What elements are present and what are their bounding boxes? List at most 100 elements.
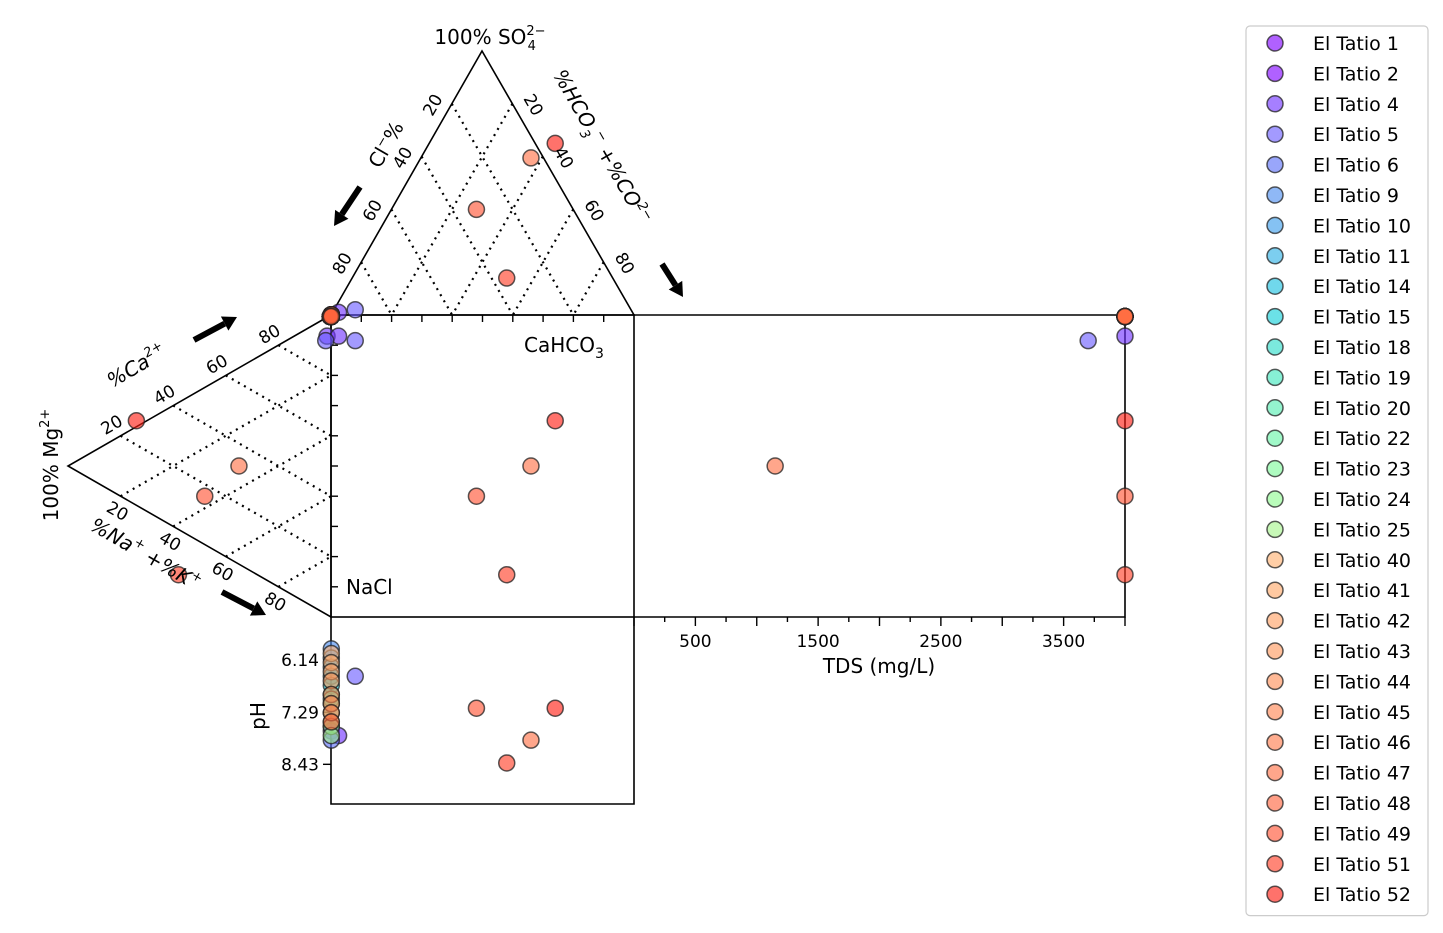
left-apex-label: 100% Mg2+: [38, 409, 63, 522]
legend-marker: [1266, 824, 1284, 843]
anion-gridline: [451, 156, 544, 316]
cation-gridline: [277, 555, 332, 588]
legend-label: El Tatio 52: [1313, 884, 1411, 906]
legend-label: El Tatio 20: [1313, 398, 1411, 420]
legend-label: El Tatio 18: [1313, 337, 1411, 359]
central-square: [330, 314, 635, 618]
tds-tick-label: 1500: [796, 632, 839, 652]
cl-direction-arrow-head: [334, 209, 349, 226]
legend-label: El Tatio 9: [1313, 185, 1399, 207]
nak-direction-arrow-head: [249, 601, 266, 616]
legend-label: El Tatio 49: [1313, 823, 1411, 845]
direction-arrows: [192, 185, 683, 616]
axis-ticks: [323, 315, 1126, 766]
ph-point: [322, 713, 341, 731]
legend-label: El Tatio 41: [1313, 580, 1411, 602]
square-point: [467, 487, 486, 505]
legend-label: El Tatio 40: [1313, 550, 1411, 572]
square-point: [497, 565, 516, 584]
anion-triangle-point: [497, 269, 516, 287]
cl-direction-arrow-shaft: [339, 185, 363, 217]
legend-marker: [1266, 733, 1284, 751]
legend-marker: [1266, 581, 1284, 599]
legend-label: El Tatio 22: [1313, 428, 1411, 450]
tds-point: [1116, 327, 1134, 345]
legend-label: El Tatio 1: [1313, 33, 1399, 55]
cation-triangle-point: [196, 487, 214, 505]
ph-tick-label: 6.14: [281, 651, 319, 671]
tds-tick-label: 3500: [1042, 632, 1085, 652]
square-point: [322, 307, 341, 326]
anion-triangle-point: [467, 200, 486, 219]
ca-direction-arrow-shaft: [192, 320, 227, 343]
legend-marker: [1266, 34, 1284, 52]
ph-tick-label: 8.43: [281, 755, 319, 775]
nak-tick-label: 60: [208, 558, 237, 586]
legend-marker: [1266, 611, 1284, 630]
top-apex-label: 100% SO2− 4: [434, 24, 545, 54]
tds-tick-label: 500: [679, 632, 711, 652]
ph-point: [546, 699, 564, 717]
legend-marker: [1266, 247, 1284, 265]
legend-marker: [1266, 368, 1284, 387]
anion-triangle-point: [522, 149, 540, 167]
legend-label: El Tatio 45: [1313, 702, 1411, 724]
legend-marker: [1266, 429, 1284, 447]
ph-tick-label: 7.29: [281, 703, 319, 723]
hco3-direction-arrow-shaft: [659, 262, 679, 287]
anion-triangle-point: [546, 134, 564, 153]
legend-marker: [1266, 885, 1284, 903]
legend-marker: [1266, 399, 1284, 417]
legend-marker: [1266, 855, 1284, 873]
anion-gridline: [390, 103, 514, 316]
legend-label: El Tatio 44: [1313, 671, 1411, 693]
legend-label: El Tatio 6: [1313, 155, 1399, 177]
hco3-direction-arrow-head: [668, 280, 683, 297]
legend-label: El Tatio 10: [1313, 215, 1411, 237]
legend-marker: [1266, 155, 1284, 174]
sodium-potassium-axis-title: %Na+ +%K+: [86, 512, 205, 595]
ph-point: [497, 754, 516, 772]
legend-marker: [1266, 794, 1284, 812]
legend-label: El Tatio 48: [1313, 793, 1411, 815]
anion-gridline: [572, 261, 605, 316]
ph-point: [522, 731, 540, 749]
tds-point: [766, 457, 784, 475]
legend-label: El Tatio 42: [1313, 611, 1411, 633]
tds-point: [1079, 331, 1097, 350]
legend-marker: [1266, 672, 1284, 691]
anion-triangle-point: [346, 300, 364, 319]
ca-direction-arrow-head: [220, 316, 237, 331]
legend-marker: [1266, 125, 1284, 143]
tds-point: [1116, 307, 1134, 326]
calcium-axis-title: %Ca2+: [102, 339, 170, 393]
legend-marker: [1266, 338, 1284, 356]
legend-marker: [1266, 490, 1284, 508]
cl-tick-label: 40: [389, 144, 417, 173]
ph-axis-title: pH: [246, 702, 270, 730]
legend: El Tatio 1 El Tatio 2 El Tatio 4 El Tatio 5…: [1245, 25, 1429, 917]
ph-point: [346, 667, 364, 686]
ternary-gridlines: [120, 103, 605, 588]
legend-marker: [1266, 95, 1284, 113]
legend-marker: [1266, 642, 1284, 660]
cation-triangle-point: [127, 411, 146, 430]
legend-label: El Tatio 4: [1313, 94, 1399, 116]
tds-panel: [634, 314, 1126, 618]
legend-label: El Tatio 47: [1313, 763, 1411, 785]
hco3-tick-label: 20: [519, 91, 547, 120]
cation-triangle-point: [230, 457, 248, 475]
legend-marker: [1266, 703, 1284, 721]
legend-marker: [1266, 551, 1284, 569]
legend-marker: [1266, 763, 1284, 782]
legend-label: El Tatio 23: [1313, 459, 1411, 481]
diagram-frame: [66, 49, 1126, 805]
legend-marker: [1266, 520, 1284, 539]
legend-marker: [1266, 277, 1284, 295]
cl-tick-label: 20: [419, 91, 447, 120]
tds-axis-title: TDS (mg/L): [822, 654, 935, 678]
legend-label: El Tatio 15: [1313, 307, 1411, 329]
legend-label: El Tatio 2: [1313, 63, 1399, 85]
legend-label: El Tatio 19: [1313, 367, 1411, 389]
